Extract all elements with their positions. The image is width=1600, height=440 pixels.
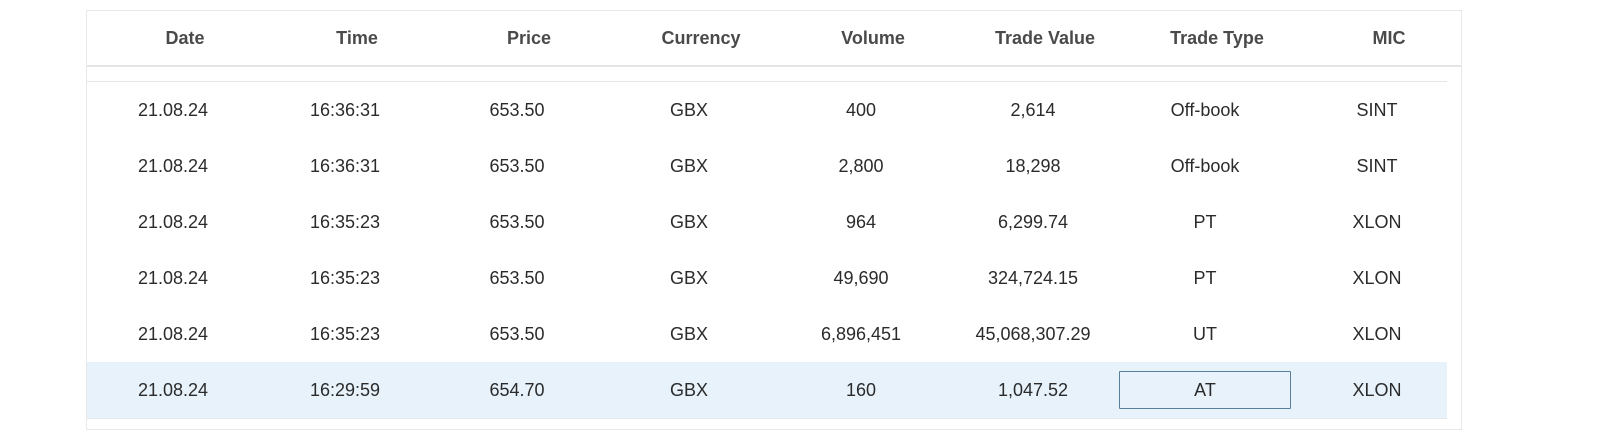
cell-trade-type: PT [1193, 268, 1217, 288]
cell-price: 653.50 [489, 212, 545, 232]
cell-date: 21.08.24 [137, 156, 209, 176]
cell-time: 16:36:31 [309, 156, 381, 176]
cell-currency: GBX [669, 156, 708, 176]
cell-time: 16:35:23 [309, 324, 381, 344]
cell-price: 653.50 [489, 324, 545, 344]
cell-trade-type: UT [1193, 324, 1217, 344]
table-row[interactable]: 21.08.24 16:36:31 653.50 GBX 2,800 18,29… [87, 138, 1447, 195]
cell-volume: 964 [845, 212, 877, 232]
table-header: Date Time Price Currency Volume Trade Va… [87, 11, 1461, 67]
cell-volume: 400 [845, 100, 877, 120]
cell-trade-value: 2,614 [1010, 100, 1056, 120]
cell-price: 653.50 [489, 156, 545, 176]
cell-mic: SINT [1356, 100, 1398, 120]
cell-currency: GBX [669, 380, 708, 400]
column-header-volume[interactable]: Volume [841, 28, 905, 48]
cell-trade-value: 324,724.15 [987, 268, 1079, 288]
column-header-price[interactable]: Price [506, 28, 552, 48]
table-row-selected[interactable]: 21.08.24 16:29:59 654.70 GBX 160 1,047.5… [87, 362, 1447, 419]
cell-currency: GBX [669, 212, 708, 232]
cell-volume: 49,690 [833, 268, 889, 288]
cell-currency: GBX [669, 268, 708, 288]
cell-date: 21.08.24 [137, 268, 209, 288]
cell-volume: 6,896,451 [820, 324, 902, 344]
cell-trade-type: PT [1193, 212, 1217, 232]
column-header-trade-value[interactable]: Trade Value [994, 28, 1096, 48]
cell-price: 654.70 [489, 380, 545, 400]
column-header-trade-type[interactable]: Trade Type [1170, 28, 1264, 48]
table-divider [87, 81, 1447, 82]
column-header-time[interactable]: Time [336, 28, 378, 48]
cell-mic: XLON [1352, 268, 1402, 288]
cell-time: 16:35:23 [309, 268, 381, 288]
cell-mic: XLON [1352, 212, 1402, 232]
cell-trade-type: Off-book [1170, 100, 1240, 120]
focused-cell-label: AT [1119, 371, 1291, 409]
cell-date: 21.08.24 [137, 380, 209, 400]
cell-trade-value: 1,047.52 [997, 380, 1069, 400]
column-header-currency[interactable]: Currency [661, 28, 741, 48]
cell-mic: SINT [1356, 156, 1398, 176]
cell-time: 16:36:31 [309, 100, 381, 120]
cell-trade-type: Off-book [1170, 156, 1240, 176]
cell-trade-value: 18,298 [1005, 156, 1061, 176]
table-row[interactable]: 21.08.24 16:35:23 653.50 GBX 964 6,299.7… [87, 194, 1447, 251]
cell-volume: 2,800 [838, 156, 884, 176]
cell-time: 16:29:59 [309, 380, 381, 400]
cell-date: 21.08.24 [137, 100, 209, 120]
column-header-date[interactable]: Date [165, 28, 205, 48]
cell-mic: XLON [1352, 380, 1402, 400]
cell-currency: GBX [669, 324, 708, 344]
cell-date: 21.08.24 [137, 212, 209, 232]
column-header-mic[interactable]: MIC [1372, 28, 1406, 48]
cell-trade-type-focused[interactable]: AT [1119, 362, 1291, 418]
trades-table: Date Time Price Currency Volume Trade Va… [86, 10, 1462, 430]
cell-price: 653.50 [489, 100, 545, 120]
cell-mic: XLON [1352, 324, 1402, 344]
table-row[interactable]: 21.08.24 16:35:23 653.50 GBX 6,896,451 4… [87, 306, 1447, 363]
cell-volume: 160 [845, 380, 877, 400]
table-row[interactable]: 21.08.24 16:36:31 653.50 GBX 400 2,614 O… [87, 82, 1447, 139]
table-row[interactable]: 21.08.24 16:35:23 653.50 GBX 49,690 324,… [87, 250, 1447, 307]
cell-trade-value: 6,299.74 [997, 212, 1069, 232]
cell-time: 16:35:23 [309, 212, 381, 232]
cell-trade-value: 45,068,307.29 [975, 324, 1091, 344]
cell-price: 653.50 [489, 268, 545, 288]
cell-date: 21.08.24 [137, 324, 209, 344]
cell-currency: GBX [669, 100, 708, 120]
